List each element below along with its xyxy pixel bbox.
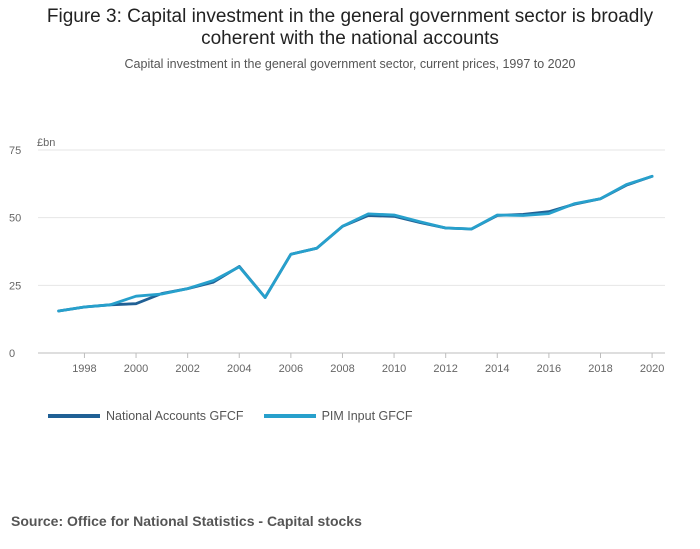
source-note: Source: Office for National Statistics -…	[11, 513, 362, 529]
chart-title-line-2: coherent with the national accounts	[201, 28, 499, 49]
legend-swatch-pim-input	[263, 414, 316, 418]
y-tick-label-50: 50	[9, 213, 21, 225]
legend-label-national-accounts: National Accounts GFCF	[106, 409, 244, 423]
line-chart: 0 25 50 75 £bn 1998 2000 2002 2004 2006 2008 2010 20…	[9, 137, 665, 375]
x-tick-label-2010: 2010	[382, 363, 406, 375]
legend-label-pim-input: PIM Input GFCF	[321, 409, 413, 423]
series-line-national-accounts-gfcf	[57, 174, 654, 313]
x-tick-label-2012: 2012	[433, 363, 457, 375]
x-tick-label-2002: 2002	[175, 363, 199, 375]
x-tick-label-2000: 2000	[124, 363, 148, 375]
x-tick-label-2006: 2006	[279, 363, 303, 375]
y-tick-label-75: 75	[9, 145, 21, 157]
chart-legend: National Accounts GFCF PIM Input GFCF	[48, 409, 433, 423]
legend-item-pim-input[interactable]: PIM Input GFCF	[263, 409, 413, 423]
x-tick-label-2014: 2014	[485, 363, 509, 375]
x-tick-label-2018: 2018	[588, 363, 612, 375]
legend-item-national-accounts[interactable]: National Accounts GFCF	[48, 409, 244, 423]
chart-subtitle: Capital investment in the general govern…	[124, 57, 576, 71]
y-tick-label-25: 25	[9, 280, 21, 292]
y-axis-label: £bn	[37, 137, 55, 149]
chart-title-line-1: Figure 3: Capital investment in the gene…	[46, 6, 654, 27]
x-tick-label-2016: 2016	[537, 363, 561, 375]
series-line-pim-input-gfcf	[57, 174, 654, 313]
y-tick-label-0: 0	[9, 348, 15, 360]
legend-swatch-national-accounts	[48, 414, 100, 418]
x-tick-label-2004: 2004	[227, 363, 251, 375]
x-tick-label-2008: 2008	[330, 363, 354, 375]
chart-title: Figure 3: Capital investment in the gene…	[0, 6, 700, 50]
x-tick-label-1998: 1998	[72, 363, 96, 375]
x-tick-label-2020: 2020	[640, 363, 664, 375]
